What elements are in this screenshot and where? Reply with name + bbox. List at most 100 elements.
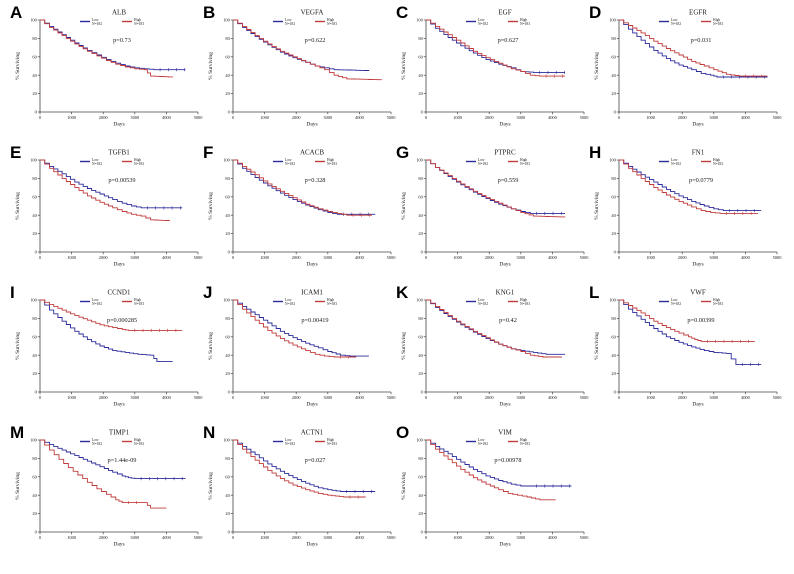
y-tick-label: 40	[225, 213, 230, 218]
x-tick-label: 0	[232, 535, 235, 540]
panel-letter: I	[10, 283, 15, 302]
y-axis-label: % Surviving	[15, 472, 21, 500]
chart-title: EGFR	[689, 9, 707, 17]
survival-chart: KNG1LowN=182HighN=183p=0.420204060801000…	[401, 289, 589, 408]
y-tick-label: 20	[32, 91, 37, 96]
panel-letter: G	[396, 143, 410, 162]
x-tick-label: 4000	[162, 115, 172, 120]
x-axis-label: Days	[306, 262, 317, 268]
low-curve	[233, 159, 376, 215]
legend-low-label: Low	[671, 158, 678, 162]
p-value-label: p=0.00419	[301, 317, 328, 324]
y-tick-label: 100	[223, 18, 230, 23]
chart-title: TIMP1	[109, 429, 130, 437]
chart-title: ACACB	[300, 149, 324, 157]
y-axis-label: % Surviving	[594, 192, 600, 220]
legend-high-n: N=183	[327, 162, 337, 166]
legend-low-n: N=182	[478, 442, 488, 446]
y-axis-label: % Surviving	[208, 472, 214, 500]
y-tick-label: 20	[418, 91, 423, 96]
legend-high-label: High	[520, 438, 527, 442]
p-value-label: p=0.031	[691, 37, 712, 44]
x-tick-label: 4000	[355, 255, 365, 260]
high-curve	[426, 439, 556, 501]
panel-letter: E	[10, 143, 22, 162]
panel-letter: L	[589, 283, 600, 302]
y-tick-label: 0	[228, 110, 231, 115]
x-tick-label: 3000	[130, 255, 140, 260]
x-tick-label: 0	[618, 395, 621, 400]
x-tick-label: 2000	[99, 255, 109, 260]
legend-low-n: N=182	[671, 22, 681, 26]
x-axis-label: Days	[499, 262, 510, 268]
high-curve	[40, 299, 183, 331]
panel-letter: C	[396, 3, 409, 22]
x-tick-label: 4000	[162, 255, 172, 260]
y-tick-label: 80	[32, 36, 37, 41]
legend-high-label: High	[520, 298, 527, 302]
y-axis-label: % Surviving	[401, 52, 407, 80]
km-panel: E TGFB1 Low N=182 High N=183 p=0.00539 0 20 40 60…	[10, 144, 203, 284]
low-curve	[40, 439, 186, 480]
x-tick-label: 3000	[323, 255, 333, 260]
y-tick-label: 100	[30, 18, 37, 23]
x-tick-label: 5000	[194, 255, 203, 260]
y-tick-label: 20	[225, 91, 230, 96]
y-tick-label: 80	[611, 316, 616, 321]
p-value-label: p=0.0779	[689, 177, 713, 184]
x-tick-label: 4000	[548, 395, 558, 400]
high-curve	[233, 159, 372, 216]
y-tick-label: 100	[416, 298, 423, 303]
y-tick-label: 80	[225, 36, 230, 41]
y-tick-label: 0	[228, 390, 231, 395]
y-tick-label: 40	[418, 213, 423, 218]
survival-chart: EGFLowN=182HighN=183p=0.6270204060801000…	[401, 9, 589, 128]
legend-high-n: N=183	[520, 22, 530, 26]
y-tick-label: 80	[611, 36, 616, 41]
legend-low-label: Low	[92, 298, 99, 302]
y-axis-label: % Surviving	[594, 52, 600, 80]
x-tick-label: 1000	[646, 395, 656, 400]
high-curve	[619, 19, 768, 77]
y-tick-label: 20	[611, 91, 616, 96]
x-axis-label: Days	[499, 402, 510, 408]
legend-low-label: Low	[671, 18, 678, 22]
x-tick-label: 1000	[260, 115, 270, 120]
high-curve	[426, 299, 562, 358]
x-tick-label: 1000	[646, 255, 656, 260]
y-tick-label: 40	[225, 353, 230, 358]
legend-low-label: Low	[285, 158, 292, 162]
legend-low-label: Low	[478, 18, 485, 22]
y-tick-label: 0	[35, 530, 38, 535]
x-axis-label: Days	[692, 122, 703, 128]
x-tick-label: 5000	[194, 395, 203, 400]
y-tick-label: 0	[614, 250, 617, 255]
x-axis-label: Days	[692, 262, 703, 268]
legend-high-label: High	[134, 158, 141, 162]
legend-high-n: N=183	[134, 302, 144, 306]
x-tick-label: 1000	[67, 115, 77, 120]
x-tick-label: 5000	[387, 395, 396, 400]
panel-letter: D	[589, 3, 602, 22]
chart-title: TGFB1	[108, 149, 130, 157]
p-value-label: p=0.559	[498, 177, 519, 184]
y-tick-label: 80	[418, 176, 423, 181]
x-tick-label: 4000	[741, 255, 751, 260]
x-tick-label: 1000	[260, 395, 270, 400]
y-tick-label: 20	[418, 371, 423, 376]
x-tick-label: 3000	[130, 115, 140, 120]
y-tick-label: 0	[614, 390, 617, 395]
low-curve	[619, 299, 762, 365]
y-tick-label: 60	[225, 194, 230, 199]
y-tick-label: 0	[421, 530, 424, 535]
x-tick-label: 0	[39, 255, 42, 260]
y-tick-label: 60	[611, 194, 616, 199]
y-tick-label: 100	[609, 298, 616, 303]
y-tick-label: 80	[32, 456, 37, 461]
x-tick-label: 0	[618, 115, 621, 120]
x-tick-label: 1000	[453, 255, 463, 260]
